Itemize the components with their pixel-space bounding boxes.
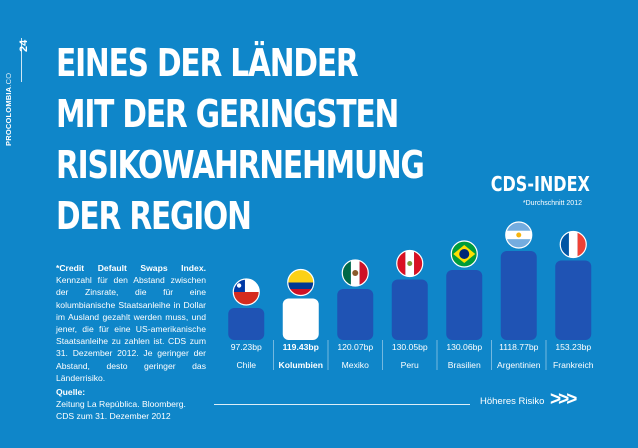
- bar-group: 1118.77bp Argentinien: [491, 221, 541, 370]
- value-label: 97.23bp: [231, 342, 262, 352]
- headline-line-4: DER REGION: [56, 194, 252, 238]
- flag-body: [233, 279, 260, 305]
- category-label: Mexiko: [342, 360, 369, 370]
- headline-line-2: MIT DER GERINGSTEN: [56, 92, 399, 136]
- flag-border: [396, 249, 424, 278]
- value-label: 120.07bp: [337, 342, 373, 352]
- flag-border: [341, 259, 369, 287]
- flag-part: [577, 231, 587, 258]
- flag-part: [505, 239, 532, 248]
- flag-part: [352, 270, 359, 276]
- flag-part: [359, 260, 369, 286]
- mexico-flag-icon: [341, 259, 369, 287]
- bar: [446, 270, 483, 340]
- flag-part: [505, 222, 532, 231]
- cds-description: *Credit Default Swaps Index. Kennzahl fü…: [56, 262, 206, 384]
- category-label: Chile: [236, 360, 256, 370]
- colombia-flag-icon: [287, 268, 315, 297]
- flag-part: [287, 282, 314, 289]
- flag-part: [233, 292, 260, 305]
- value-label: 119.43bp: [283, 342, 319, 352]
- risk-arrows-icon: >>>: [550, 389, 577, 410]
- flag-body: [287, 269, 314, 296]
- bar: [337, 289, 374, 340]
- category-label: Brasilien: [448, 360, 481, 370]
- brazil-flag-icon: [450, 240, 478, 268]
- bar-group: 119.43bp Kolumbien: [273, 268, 323, 370]
- headline: EINES DER LÄNDER MIT DER GERINGSTEN RISI…: [56, 38, 425, 242]
- value-label: 130.06bp: [446, 342, 482, 352]
- flag-part: [414, 250, 423, 277]
- bar-group: 120.07bp Mexiko: [327, 259, 374, 370]
- flag-body: [451, 241, 478, 267]
- flag-part: [287, 289, 314, 296]
- bar-group: 130.05bp Peru: [382, 249, 428, 370]
- chile-flag-icon: [232, 278, 260, 306]
- flag-part: [396, 250, 406, 277]
- flag-body: [560, 231, 587, 258]
- value-label: 1118.77bp: [499, 342, 539, 352]
- flag-part: [568, 231, 578, 258]
- category-label: Peru: [401, 360, 419, 370]
- source-text: Zeitung La República. Bloomberg. CDS zum…: [56, 399, 186, 422]
- france-flag-icon: [559, 230, 587, 259]
- flag-body: [505, 222, 532, 248]
- flag-part: [516, 232, 522, 238]
- flag-part: [560, 231, 569, 258]
- cds-definition-term: *Credit Default Swaps Index.: [56, 263, 206, 273]
- flag-border: [450, 240, 478, 268]
- flag-part: [407, 261, 413, 266]
- peru-flag-icon: [396, 249, 424, 278]
- flag-border: [505, 221, 533, 249]
- argentina-flag-icon: [505, 221, 533, 249]
- bar: [555, 260, 592, 340]
- bar: [282, 298, 319, 340]
- side-divider: [21, 38, 22, 82]
- risk-label: Höheres Risiko: [480, 396, 545, 407]
- headline-line-3: RISIKOWAHRNEHMUNG: [56, 143, 425, 187]
- chart-title: CDS-INDEX: [490, 172, 590, 196]
- chart-subtitle: *Durchschnitt 2012: [522, 200, 582, 207]
- value-label: 130.05bp: [392, 342, 428, 352]
- flag-part: [236, 283, 242, 288]
- category-label: Argentinien: [497, 360, 541, 370]
- flag-part: [287, 269, 314, 283]
- cds-definition-text: Kennzahl für den Abstand zwischen der Zi…: [56, 275, 206, 383]
- bar: [228, 308, 265, 340]
- flag-part: [342, 260, 351, 286]
- bar-group: 97.23bp Chile: [228, 278, 265, 370]
- bar-group: 153.23bp Frankreich: [545, 230, 594, 370]
- flag-body: [342, 260, 369, 286]
- flag-part: [459, 249, 470, 259]
- bar: [500, 251, 537, 340]
- bar-group: 130.06bp Brasilien: [436, 240, 483, 370]
- risk-axis-line: [214, 404, 470, 405]
- category-label: Kolumbien: [279, 360, 323, 370]
- category-label: Frankreich: [553, 360, 594, 370]
- source-note: Quelle: Zeitung La República. Bloomberg.…: [56, 386, 206, 423]
- source-label: Quelle:: [56, 387, 86, 397]
- headline-line-1: EINES DER LÄNDER: [56, 41, 359, 85]
- flag-border: [232, 278, 260, 306]
- bar: [391, 279, 428, 340]
- flag-border: [559, 230, 587, 259]
- flag-border: [287, 268, 315, 297]
- value-label: 153.23bp: [555, 342, 591, 352]
- flag-body: [396, 250, 423, 277]
